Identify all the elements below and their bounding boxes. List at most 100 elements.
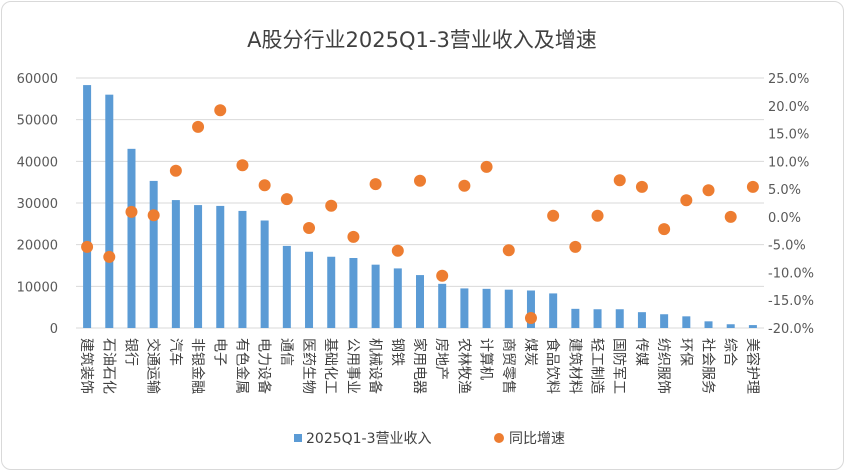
revenue-bar bbox=[149, 180, 158, 328]
growth-dot bbox=[303, 222, 316, 234]
left-tick-label: 30000 bbox=[17, 197, 58, 212]
legend-swatch-dot bbox=[494, 433, 504, 443]
growth-dot bbox=[680, 194, 693, 207]
category-label: 非银金融 bbox=[189, 338, 205, 394]
category-label: 基础化工 bbox=[322, 338, 339, 394]
left-tick-label: 50000 bbox=[17, 114, 58, 129]
left-tick-label: 40000 bbox=[17, 155, 58, 170]
category-label: 交通运输 bbox=[145, 338, 162, 394]
legend: 2025Q1-3营业收入 同比增速 bbox=[294, 431, 565, 447]
growth-dot bbox=[458, 179, 471, 192]
category-label: 电力设备 bbox=[256, 338, 273, 394]
growth-dot bbox=[658, 223, 671, 236]
category-label: 传媒 bbox=[633, 338, 649, 366]
category-label: 电子 bbox=[211, 338, 227, 366]
growth-dot bbox=[436, 269, 449, 282]
growth-dot bbox=[591, 209, 604, 222]
category-label: 纺织服饰 bbox=[655, 338, 671, 394]
growth-dot bbox=[81, 240, 94, 253]
revenue-bar bbox=[127, 148, 136, 328]
category-label: 通信 bbox=[278, 338, 294, 366]
growth-dot bbox=[347, 230, 360, 243]
revenue-bar bbox=[637, 312, 646, 328]
revenue-bar bbox=[393, 268, 402, 328]
growth-dot bbox=[502, 244, 515, 257]
revenue-bar bbox=[571, 308, 580, 328]
growth-dot bbox=[258, 179, 271, 192]
right-tick-label: 15.0% bbox=[768, 128, 809, 143]
category-label: 建筑材料 bbox=[566, 338, 582, 394]
revenue-bar bbox=[482, 288, 491, 328]
growth-dot bbox=[635, 180, 648, 193]
legend-dot-label: 同比增速 bbox=[509, 431, 565, 447]
left-tick-label: 20000 bbox=[17, 239, 58, 254]
revenue-bar bbox=[371, 264, 380, 328]
category-label: 银行 bbox=[122, 338, 138, 366]
category-label: 煤炭 bbox=[522, 338, 538, 366]
right-tick-label: -15.0% bbox=[768, 294, 814, 309]
revenue-bar bbox=[238, 210, 247, 328]
growth-dot bbox=[103, 250, 116, 263]
category-label: 商贸零售 bbox=[500, 338, 516, 394]
growth-dot bbox=[480, 160, 493, 173]
legend-bar-label: 2025Q1-3营业收入 bbox=[306, 431, 432, 447]
right-tick-label: 10.0% bbox=[768, 155, 809, 170]
category-label: 综合 bbox=[722, 338, 738, 366]
growth-dot bbox=[547, 209, 560, 222]
growth-dot bbox=[214, 104, 227, 117]
revenue-bar bbox=[660, 314, 669, 328]
revenue-bar bbox=[260, 220, 269, 328]
revenue-bar bbox=[526, 290, 535, 328]
growth-dot bbox=[391, 244, 404, 257]
revenue-bar bbox=[615, 309, 624, 328]
growth-dot bbox=[746, 180, 759, 193]
category-label: 汽车 bbox=[167, 338, 184, 366]
revenue-bar bbox=[349, 258, 358, 328]
revenue-bar bbox=[704, 321, 713, 328]
growth-dot bbox=[613, 174, 626, 187]
chart-title: A股分行业2025Q1-3营业收入及增速 bbox=[247, 28, 597, 52]
growth-dot bbox=[236, 159, 249, 172]
category-label: 社会服务 bbox=[700, 338, 716, 394]
revenue-bar bbox=[504, 289, 513, 328]
growth-dot bbox=[369, 178, 382, 191]
category-label: 轻工制造 bbox=[589, 338, 605, 394]
revenue-bar bbox=[305, 251, 314, 328]
legend-swatch-bar bbox=[294, 434, 302, 442]
growth-dot bbox=[147, 209, 160, 222]
growth-dot bbox=[192, 120, 205, 133]
growth-dot bbox=[524, 312, 537, 324]
right-tick-label: 0.0% bbox=[768, 211, 801, 226]
category-label: 医药生物 bbox=[300, 338, 316, 394]
revenue-bar bbox=[682, 316, 691, 328]
category-label: 国防军工 bbox=[611, 338, 627, 394]
category-label: 农林牧渔 bbox=[455, 338, 471, 394]
revenue-bar bbox=[549, 293, 558, 328]
revenue-bar bbox=[593, 309, 602, 328]
right-tick-label: -10.0% bbox=[768, 266, 814, 281]
revenue-bar bbox=[282, 245, 291, 328]
growth-dot bbox=[702, 184, 715, 197]
growth-dot bbox=[569, 240, 582, 253]
revenue-bar bbox=[416, 275, 424, 328]
revenue-bar bbox=[105, 94, 114, 329]
growth-dot bbox=[280, 193, 293, 206]
revenue-bar bbox=[194, 205, 203, 328]
revenue-bar bbox=[327, 256, 336, 328]
category-label: 计算机 bbox=[478, 338, 494, 380]
category-label: 家用电器 bbox=[411, 338, 428, 394]
category-label: 建筑装饰 bbox=[78, 338, 94, 394]
growth-dot bbox=[169, 164, 182, 177]
left-tick-label: 10000 bbox=[17, 280, 58, 295]
right-tick-label: 25.0% bbox=[768, 72, 809, 87]
right-tick-label: -20.0% bbox=[768, 322, 814, 337]
category-label: 有色金属 bbox=[233, 338, 250, 394]
left-tick-label: 0 bbox=[50, 322, 58, 337]
revenue-bar bbox=[748, 325, 757, 328]
category-label: 钢铁 bbox=[389, 338, 405, 366]
revenue-bar bbox=[726, 324, 735, 328]
category-label: 美容护理 bbox=[744, 338, 761, 394]
right-tick-label: 20.0% bbox=[768, 100, 809, 115]
right-tick-label: -5.0% bbox=[768, 239, 806, 254]
